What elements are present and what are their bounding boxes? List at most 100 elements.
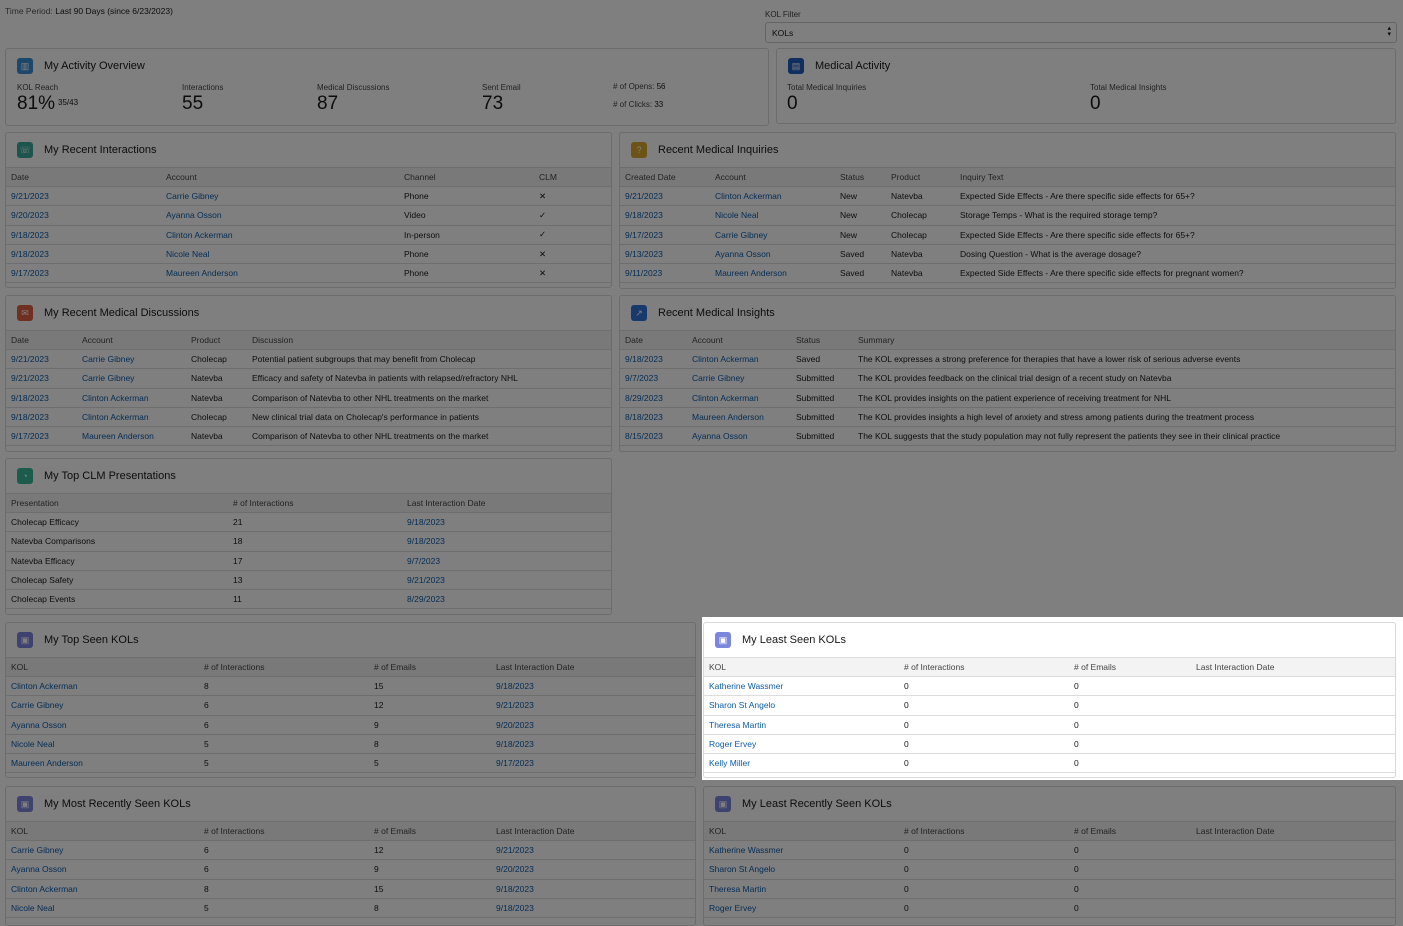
cell-link[interactable]: Clinton Ackerman xyxy=(6,879,199,899)
cell-link[interactable] xyxy=(1191,695,1395,716)
cell-link[interactable] xyxy=(1191,879,1395,899)
cell-link[interactable]: 9/18/2023 xyxy=(491,676,695,697)
column-header[interactable]: # of Interactions xyxy=(199,657,369,677)
cell-link[interactable]: Carrie Gibney xyxy=(161,186,399,207)
cell-link[interactable]: Nicole Neal xyxy=(161,244,399,265)
cell-link[interactable]: 9/18/2023 xyxy=(6,244,161,265)
column-header[interactable]: # of Emails xyxy=(369,821,491,841)
cell-link[interactable]: 8/15/2023 xyxy=(620,426,687,447)
cell-link[interactable]: 9/17/2023 xyxy=(6,263,161,284)
cell-link[interactable]: 9/7/2023 xyxy=(620,368,687,389)
column-header[interactable]: # of Emails xyxy=(1069,657,1191,677)
column-header[interactable]: Channel xyxy=(399,167,534,187)
cell-link[interactable]: 9/7/2023 xyxy=(402,551,611,571)
column-header[interactable]: Account xyxy=(77,330,186,350)
column-header[interactable]: Presentation xyxy=(6,493,228,513)
cell-link[interactable]: Roger Ervey xyxy=(704,898,899,919)
cell-link[interactable]: Maureen Anderson xyxy=(77,426,186,447)
cell-link[interactable]: 9/11/2023 xyxy=(620,263,710,284)
column-header[interactable]: Created Date xyxy=(620,167,710,187)
column-header[interactable]: # of Emails xyxy=(369,657,491,677)
column-header[interactable]: Last Interaction Date xyxy=(491,657,695,677)
cell-link[interactable]: 9/20/2023 xyxy=(491,715,695,735)
cell-link[interactable]: 9/21/2023 xyxy=(491,840,695,861)
cell-link[interactable]: 8/29/2023 xyxy=(620,388,687,408)
cell-link[interactable]: 9/21/2023 xyxy=(6,349,77,370)
column-header[interactable]: # of Interactions xyxy=(199,821,369,841)
column-header[interactable]: Account xyxy=(710,167,835,187)
column-header[interactable]: KOL xyxy=(6,821,199,841)
cell-link[interactable]: Carrie Gibney xyxy=(6,840,199,861)
cell-link[interactable]: Ayanna Osson xyxy=(6,859,199,880)
cell-link[interactable]: Ayanna Osson xyxy=(161,205,399,226)
cell-link[interactable]: 8/18/2023 xyxy=(620,407,687,428)
cell-link[interactable]: Theresa Martin xyxy=(704,879,899,899)
cell-link[interactable] xyxy=(1191,898,1395,919)
column-header[interactable]: Account xyxy=(161,167,399,187)
column-header[interactable]: # of Interactions xyxy=(899,821,1069,841)
cell-link[interactable]: Ayanna Osson xyxy=(687,426,791,447)
cell-link[interactable]: Clinton Ackerman xyxy=(6,676,199,697)
column-header[interactable]: Product xyxy=(886,167,955,187)
column-header[interactable]: Date xyxy=(6,167,161,187)
cell-link[interactable]: 9/18/2023 xyxy=(402,512,611,533)
cell-link[interactable]: 9/18/2023 xyxy=(6,388,77,408)
cell-link[interactable]: Maureen Anderson xyxy=(687,407,791,428)
column-header[interactable]: Status xyxy=(835,167,886,187)
cell-link[interactable]: 9/21/2023 xyxy=(620,186,710,207)
cell-link[interactable]: 9/21/2023 xyxy=(6,368,77,389)
column-header[interactable]: Last Interaction Date xyxy=(402,493,611,513)
cell-link[interactable]: 9/20/2023 xyxy=(6,205,161,226)
cell-link[interactable]: 9/21/2023 xyxy=(491,695,695,716)
cell-link[interactable]: Maureen Anderson xyxy=(6,753,199,774)
cell-link[interactable]: 9/18/2023 xyxy=(491,879,695,899)
cell-link[interactable]: Clinton Ackerman xyxy=(687,388,791,408)
column-header[interactable]: # of Interactions xyxy=(228,493,402,513)
cell-link[interactable]: Carrie Gibney xyxy=(6,695,199,716)
cell-link[interactable] xyxy=(1191,734,1395,755)
cell-link[interactable]: Carrie Gibney xyxy=(77,368,186,389)
cell-link[interactable]: 9/17/2023 xyxy=(620,225,710,245)
column-header[interactable]: Last Interaction Date xyxy=(491,821,695,841)
column-header[interactable]: Discussion xyxy=(247,330,611,350)
column-header[interactable]: KOL xyxy=(704,821,899,841)
cell-link[interactable]: Carrie Gibney xyxy=(687,368,791,389)
column-header[interactable]: Inquiry Text xyxy=(955,167,1395,187)
cell-link[interactable] xyxy=(1191,840,1395,861)
column-header[interactable]: Account xyxy=(687,330,791,350)
cell-link[interactable]: 9/18/2023 xyxy=(402,531,611,552)
cell-link[interactable]: 8/29/2023 xyxy=(402,589,611,610)
column-header[interactable]: Last Interaction Date xyxy=(1191,657,1395,677)
cell-link[interactable]: Sharon St Angelo xyxy=(704,695,899,716)
cell-link[interactable] xyxy=(1191,753,1395,774)
cell-link[interactable]: 9/21/2023 xyxy=(402,570,611,591)
column-header[interactable]: # of Emails xyxy=(1069,821,1191,841)
cell-link[interactable]: Roger Ervey xyxy=(704,734,899,755)
cell-link[interactable] xyxy=(1191,715,1395,735)
column-header[interactable]: Summary xyxy=(853,330,1395,350)
cell-link[interactable]: Theresa Martin xyxy=(704,715,899,735)
cell-link[interactable]: Clinton Ackerman xyxy=(687,349,791,370)
column-header[interactable]: KOL xyxy=(6,657,199,677)
cell-link[interactable]: 9/20/2023 xyxy=(491,859,695,880)
cell-link[interactable]: Clinton Ackerman xyxy=(161,225,399,245)
column-header[interactable]: CLM xyxy=(534,167,611,187)
cell-link[interactable]: Ayanna Osson xyxy=(6,715,199,735)
cell-link[interactable]: Nicole Neal xyxy=(6,734,199,755)
cell-link[interactable]: 9/18/2023 xyxy=(6,225,161,245)
column-header[interactable]: KOL xyxy=(704,657,899,677)
column-header[interactable]: Last Interaction Date xyxy=(1191,821,1395,841)
kol-filter-select[interactable]: KOLs ▴ ▾ xyxy=(765,22,1397,43)
cell-link[interactable]: 9/18/2023 xyxy=(491,734,695,755)
cell-link[interactable]: Clinton Ackerman xyxy=(710,186,835,207)
cell-link[interactable]: 9/21/2023 xyxy=(6,186,161,207)
cell-link[interactable]: Katherine Wassmer xyxy=(704,840,899,861)
cell-link[interactable]: 9/17/2023 xyxy=(6,426,77,447)
column-header[interactable]: Date xyxy=(620,330,687,350)
cell-link[interactable]: Nicole Neal xyxy=(6,898,199,919)
cell-link[interactable]: 9/17/2023 xyxy=(491,753,695,774)
cell-link[interactable]: 9/18/2023 xyxy=(620,205,710,226)
column-header[interactable]: # of Interactions xyxy=(899,657,1069,677)
cell-link[interactable]: Clinton Ackerman xyxy=(77,407,186,428)
cell-link[interactable]: Clinton Ackerman xyxy=(77,388,186,408)
